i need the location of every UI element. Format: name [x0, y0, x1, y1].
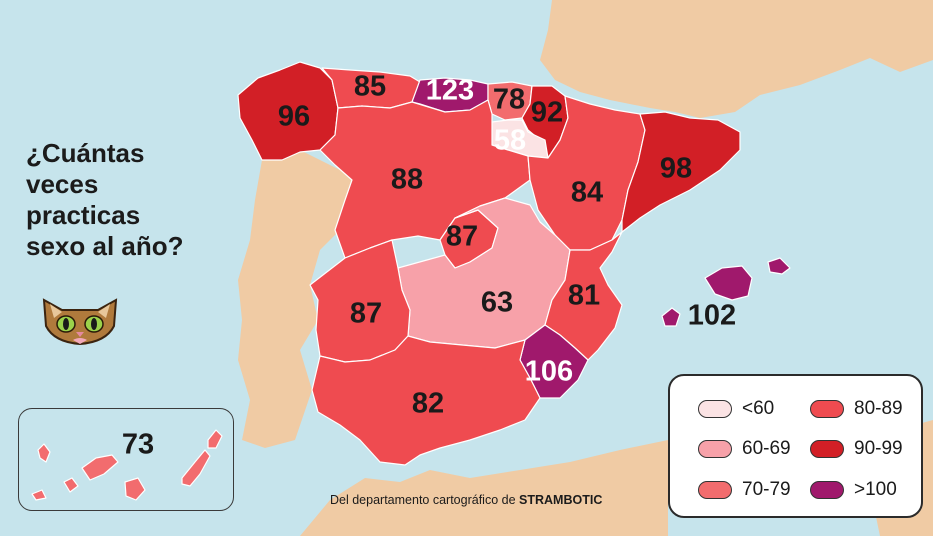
portugal-land	[238, 150, 360, 448]
africa-land	[300, 440, 668, 536]
legend-swatch	[698, 400, 732, 418]
region-cataluna[interactable]	[621, 111, 741, 233]
label-valencia: 81	[568, 280, 600, 312]
legend-item: 60-69	[698, 438, 791, 460]
legend-swatch	[810, 481, 844, 499]
label-cantabria: 123	[426, 75, 474, 107]
label-canarias: 73	[122, 429, 154, 461]
label-madrid: 87	[446, 221, 478, 253]
region-baleares-ibiza[interactable]	[661, 307, 681, 327]
map-title: ¿Cuántas veces practicas sexo al año?	[26, 138, 226, 262]
label-castilla-y-leon: 88	[391, 164, 423, 196]
credit-line: Del departamento cartográfico de STRAMBO…	[330, 493, 602, 507]
label-navarra: 92	[531, 97, 563, 129]
legend-label: 80-89	[854, 398, 903, 419]
legend-item: 90-99	[810, 438, 903, 460]
label-asturias: 85	[354, 71, 386, 103]
legend-item: >100	[810, 479, 897, 501]
legend-item: 70-79	[698, 479, 791, 501]
legend-swatch	[698, 481, 732, 499]
label-aragon: 84	[571, 177, 603, 209]
title-line: veces	[26, 169, 99, 199]
region-canarias-fuerteventura[interactable]	[181, 449, 211, 487]
credit-brand: STRAMBOTIC	[519, 493, 603, 507]
credit-text: Del departamento cartográfico de	[330, 493, 516, 507]
region-canarias-lanzarote[interactable]	[207, 429, 223, 449]
label-pais-vasco: 78	[493, 84, 525, 116]
label-andalucia: 82	[412, 388, 444, 420]
region-canarias-grancanaria[interactable]	[124, 477, 146, 501]
region-canarias-lapalma[interactable]	[37, 443, 51, 463]
canary-islands-inset	[18, 408, 234, 511]
france-land	[540, 0, 933, 118]
legend-swatch	[810, 440, 844, 458]
region-baleares-mallorca[interactable]	[704, 265, 753, 301]
legend-label: 70-79	[742, 479, 791, 500]
legend-item: <60	[698, 398, 774, 420]
legend-label: <60	[742, 398, 775, 419]
label-la-rioja: 58	[494, 125, 526, 157]
label-murcia: 106	[525, 356, 573, 388]
legend-item: 80-89	[810, 398, 903, 420]
legend: <60 80-89 60-69 90-99 70-79 >100	[668, 374, 923, 518]
legend-label: >100	[854, 479, 897, 500]
region-canarias-hierro[interactable]	[31, 489, 47, 501]
legend-swatch	[698, 440, 732, 458]
legend-label: 60-69	[742, 438, 791, 459]
legend-label: 90-99	[854, 438, 903, 459]
italy-land	[890, 0, 933, 40]
title-line: practicas	[26, 200, 141, 230]
region-canarias-gomera[interactable]	[63, 477, 79, 493]
label-galicia: 96	[278, 101, 310, 133]
region-andalucia[interactable]	[311, 335, 541, 466]
title-line: sexo al año?	[26, 231, 184, 261]
region-baleares-menorca[interactable]	[767, 257, 791, 275]
cat-face-icon	[42, 298, 118, 346]
region-canarias-tenerife[interactable]	[81, 454, 119, 481]
label-baleares: 102	[688, 300, 736, 332]
label-extremadura: 87	[350, 298, 382, 330]
legend-swatch	[810, 400, 844, 418]
title-line: ¿Cuántas	[26, 138, 145, 168]
label-castilla-la-mancha: 63	[481, 287, 513, 319]
label-cataluna: 98	[660, 153, 692, 185]
